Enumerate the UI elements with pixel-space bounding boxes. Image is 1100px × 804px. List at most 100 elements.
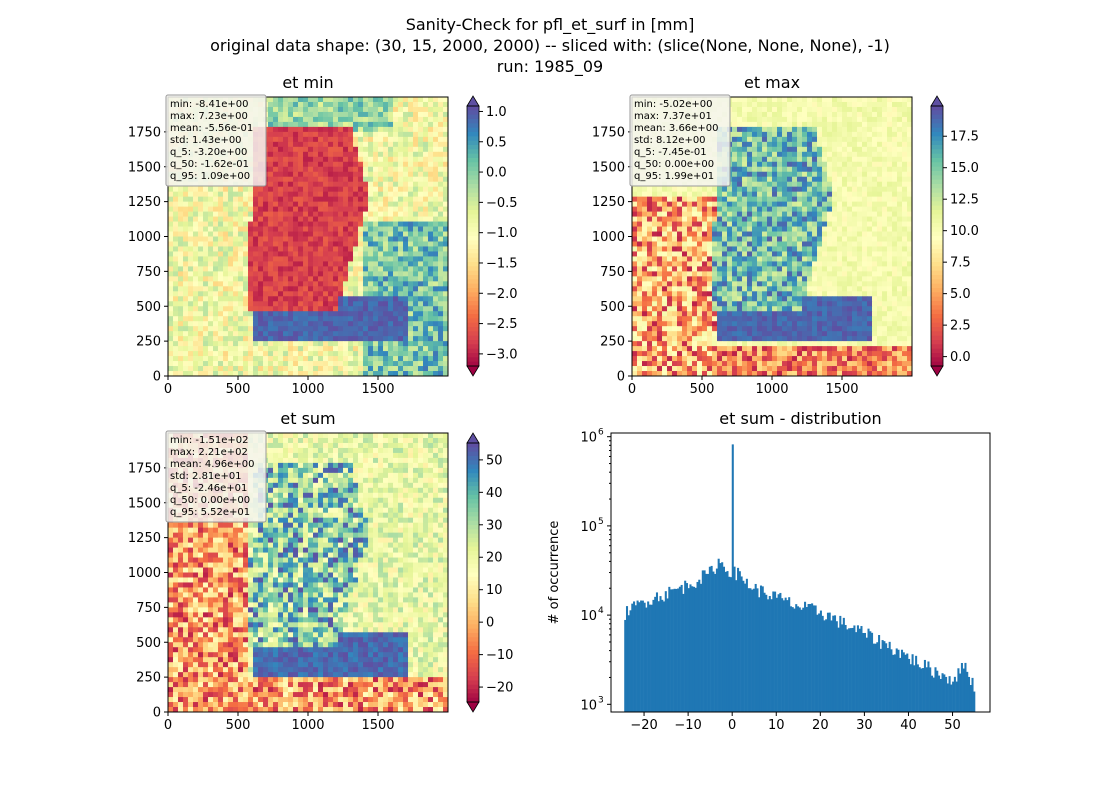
- heatmap-cell: [283, 122, 288, 127]
- heatmap-cell: [178, 212, 183, 217]
- heatmap-cell: [373, 137, 378, 142]
- heatmap-cell: [198, 251, 203, 256]
- figure-title-line-3: run: 1985_09: [497, 57, 603, 77]
- heatmap-cell: [772, 132, 777, 137]
- heatmap-cell: [173, 246, 178, 251]
- heatmap-cell: [393, 197, 398, 202]
- heatmap-cell: [797, 142, 802, 147]
- heatmap-cell: [198, 351, 203, 356]
- heatmap-cell: [213, 331, 218, 336]
- heatmap-cell: [358, 331, 363, 336]
- heatmap-cell: [313, 187, 318, 192]
- heatmap-cell: [747, 162, 752, 167]
- heatmap-cell: [752, 112, 757, 117]
- heatmap-cell: [438, 117, 443, 122]
- heatmap-cell: [338, 286, 343, 291]
- heatmap-cell: [283, 286, 288, 291]
- heatmap-cell: [642, 227, 647, 232]
- heatmap-cell: [338, 306, 343, 311]
- heatmap-cell: [298, 341, 303, 346]
- heatmap-cell: [637, 241, 642, 246]
- heatmap-cell: [812, 207, 817, 212]
- heatmap-cell: [283, 127, 288, 132]
- heatmap-cell: [348, 217, 353, 222]
- heatmap-cell: [318, 241, 323, 246]
- heatmap-cell: [353, 227, 358, 232]
- heatmap-cell: [323, 137, 328, 142]
- heatmap-cell: [263, 192, 268, 197]
- heatmap-cell: [348, 212, 353, 217]
- heatmap-cell: [308, 336, 313, 341]
- heatmap-cell: [243, 326, 248, 331]
- heatmap-cell: [822, 117, 827, 122]
- heatmap-cell: [338, 127, 343, 132]
- heatmap-cell: [383, 142, 388, 147]
- heatmap-cell: [408, 316, 413, 321]
- heatmap-cell: [233, 217, 238, 222]
- heatmap-cell: [268, 351, 273, 356]
- heatmap-cell: [428, 356, 433, 361]
- heatmap-cell: [233, 187, 238, 192]
- colorbar-band: [467, 214, 479, 219]
- heatmap-cell: [882, 97, 887, 102]
- heatmap-cell: [837, 197, 842, 202]
- heatmap-cell: [747, 241, 752, 246]
- heatmap-cell: [238, 351, 243, 356]
- heatmap-cell: [867, 222, 872, 227]
- heatmap-cell: [822, 132, 827, 137]
- heatmap-cell: [348, 132, 353, 137]
- heatmap-cell: [193, 207, 198, 212]
- heatmap-cell: [732, 107, 737, 112]
- heatmap-cell: [298, 336, 303, 341]
- heatmap-cell: [682, 202, 687, 207]
- heatmap-cell: [687, 187, 692, 192]
- heatmap-cell: [228, 266, 233, 271]
- heatmap-cell: [358, 366, 363, 371]
- heatmap-cell: [413, 127, 418, 132]
- heatmap-cell: [268, 102, 273, 107]
- heatmap-cell: [333, 266, 338, 271]
- heatmap-cell: [682, 212, 687, 217]
- heatmap-cell: [213, 321, 218, 326]
- heatmap-cell: [378, 291, 383, 296]
- heatmap-cell: [837, 147, 842, 152]
- heatmap-cell: [328, 197, 333, 202]
- heatmap-cell: [677, 237, 682, 242]
- heatmap-cell: [273, 217, 278, 222]
- heatmap-cell: [173, 316, 178, 321]
- heatmap-cell: [283, 326, 288, 331]
- heatmap-cell: [742, 241, 747, 246]
- heatmap-cell: [358, 212, 363, 217]
- heatmap-cell: [223, 301, 228, 306]
- heatmap-cell: [378, 207, 383, 212]
- heatmap-cell: [298, 212, 303, 217]
- heatmap-cell: [288, 306, 293, 311]
- heatmap-cell: [747, 157, 752, 162]
- colorbar-band: [467, 292, 479, 297]
- heatmap-cell: [777, 241, 782, 246]
- heatmap-cell: [862, 137, 867, 142]
- heatmap-cell: [832, 207, 837, 212]
- heatmap-cell: [248, 241, 253, 246]
- heatmap-cell: [363, 157, 368, 162]
- heatmap-cell: [308, 237, 313, 242]
- heatmap-cell: [328, 177, 333, 182]
- heatmap-cell: [832, 167, 837, 172]
- heatmap-cell: [867, 197, 872, 202]
- heatmap-cell: [782, 182, 787, 187]
- heatmap-cell: [413, 356, 418, 361]
- heatmap-cell: [438, 321, 443, 326]
- heatmap-cell: [363, 271, 368, 276]
- heatmap-cell: [318, 152, 323, 157]
- heatmap-cell: [368, 172, 373, 177]
- heatmap-cell: [862, 142, 867, 147]
- heatmap-cell: [398, 351, 403, 356]
- heatmap-cell: [183, 276, 188, 281]
- heatmap-cell: [238, 276, 243, 281]
- heatmap-cell: [852, 152, 857, 157]
- heatmap-cell: [198, 356, 203, 361]
- heatmap-cell: [203, 326, 208, 331]
- heatmap-cell: [218, 187, 223, 192]
- heatmap-cell: [837, 187, 842, 192]
- heatmap-cell: [283, 306, 288, 311]
